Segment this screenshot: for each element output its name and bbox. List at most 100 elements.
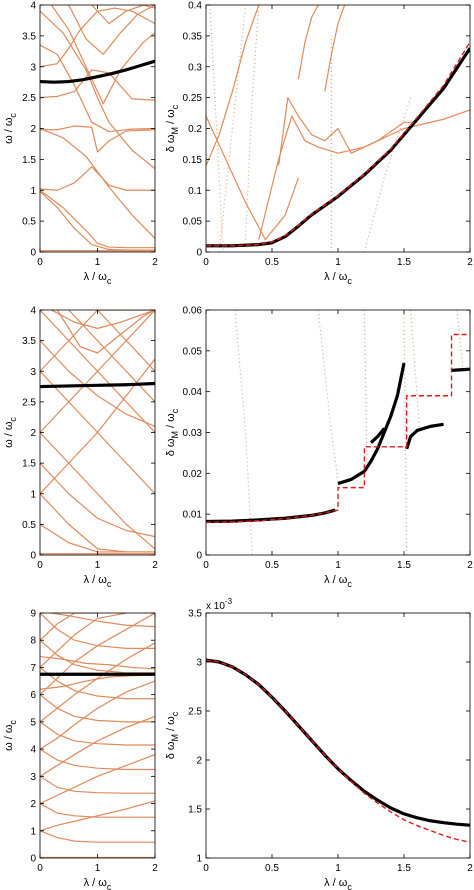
y-tick-label: 1 (30, 826, 36, 837)
y-axis-label-main: δ ω (165, 134, 177, 152)
tracked-line (40, 381, 155, 389)
y-axis-label-sub: c (170, 711, 180, 716)
y-axis-label-main: δ ω (165, 741, 177, 759)
band-line (40, 462, 155, 538)
band-line (40, 310, 155, 433)
chart-row2-right: 0 0.5 1 1.5 200.010.020.030.040.050.06λ / ωc… (165, 306, 473, 590)
axis-multiplier: x 10-3 (206, 597, 233, 612)
plot-area (40, 613, 155, 858)
band-line (40, 721, 155, 746)
band-line (40, 694, 155, 723)
x-tick-label: 0.5 (265, 257, 279, 268)
x-axis-label-sub: c (347, 276, 352, 286)
x-tick-label: 1.5 (397, 863, 411, 874)
band-line (40, 613, 155, 696)
y-axis-label-mid: M (170, 127, 180, 135)
band-line (40, 10, 155, 170)
y-tick-label: 3.5 (188, 609, 202, 620)
y-tick-label: 2.5 (22, 397, 36, 408)
fit-line (206, 333, 470, 524)
y-tick-label: 2.5 (188, 707, 202, 718)
x-tick-label: 0 (37, 257, 43, 268)
dotted-trace (456, 310, 464, 372)
y-tick-label: 4 (30, 1, 36, 12)
x-axis-label: λ / ωc (84, 271, 112, 286)
axis-multiplier-exp: -3 (225, 597, 233, 606)
y-tick-label: 2 (30, 799, 36, 810)
band-line (40, 523, 155, 553)
plot-area (206, 5, 470, 252)
y-axis-label-main: ω / ω (3, 117, 15, 144)
x-tick-label: 2 (467, 257, 473, 268)
band-line (40, 370, 155, 495)
x-axis-label-sub: c (347, 579, 352, 589)
x-axis-label-sub: c (107, 579, 112, 589)
band-line (56, 310, 155, 354)
y-tick-label: 3 (196, 658, 202, 669)
y-tick-label: 0 (30, 854, 36, 865)
band-line (40, 69, 155, 101)
y-tick-label: 1 (196, 854, 202, 865)
plot-area (40, 5, 155, 252)
y-tick-label: 8 (30, 636, 36, 647)
y-tick-label: 0 (30, 551, 36, 562)
tracked-line (369, 427, 386, 444)
x-tick-label: 0 (203, 257, 209, 268)
y-axis-label: ω / ωc (3, 720, 18, 751)
y-tick-label: 4 (30, 745, 36, 756)
band-line (40, 613, 155, 649)
dotted-trace (410, 310, 421, 433)
y-axis-label-rest: / ω (165, 716, 177, 734)
x-axis-label: λ / ωc (324, 574, 352, 589)
y-tick-label: 0.5 (22, 520, 36, 531)
tracked-line (206, 658, 470, 827)
y-axis-label-rest: / ω (165, 109, 177, 127)
band-line (40, 189, 155, 249)
y-axis-label-sub: c (8, 417, 18, 422)
band-line (40, 613, 127, 668)
tracked-line (451, 367, 470, 373)
y-tick-label: 2 (196, 756, 202, 767)
y-tick-label: 0.06 (183, 306, 203, 317)
chart-row1-left: 0 1 200.511.522.533.54λ / ωcω / ωc (3, 1, 158, 287)
y-axis-label-rest: / ω (165, 413, 177, 431)
y-axis-label: ω / ωc (3, 417, 18, 448)
tracked-line (405, 422, 444, 450)
x-axis-label: λ / ωc (324, 877, 352, 890)
band-line (40, 800, 155, 832)
band-line (40, 642, 155, 723)
tracked-line (337, 362, 406, 486)
band-line (51, 5, 155, 105)
band-line (40, 432, 155, 550)
dotted-trace (245, 5, 260, 240)
band-line (297, 5, 319, 80)
y-axis-label-sub: c (8, 113, 18, 118)
y-tick-label: 0.03 (183, 428, 203, 439)
band-line (40, 310, 155, 372)
axis-multiplier-base: x 10 (206, 601, 225, 612)
band-line (40, 748, 155, 771)
y-axis-label: δ ωM / ωc (165, 711, 180, 759)
x-axis-label-sub: c (107, 276, 112, 286)
y-axis-label: δ ωM / ωc (165, 408, 180, 456)
x-tick-label: 0 (203, 560, 209, 571)
y-tick-label: 0.1 (188, 186, 202, 197)
x-axis-label-main: λ / ω (84, 877, 108, 889)
y-axis-label-main: ω / ω (3, 421, 15, 448)
y-tick-label: 3 (30, 772, 36, 783)
chart-row1-right: 0 0.5 1 1.5 2 0 0.05 0.1 0.15 0.2 0.25 0.3 0.35 0.4 λ … (165, 1, 473, 287)
band-line (40, 191, 155, 251)
y-tick-label: 6 (30, 690, 36, 701)
y-tick-label: 0.15 (183, 155, 203, 166)
x-axis-label-main: λ / ω (324, 574, 348, 586)
band-line (40, 753, 155, 805)
band-line (206, 5, 260, 166)
dotted-trace (403, 310, 408, 555)
x-axis-label-main: λ / ω (84, 271, 108, 283)
band-line (324, 5, 346, 92)
band-line (91, 5, 155, 25)
plot-frame (39, 612, 156, 859)
band-line (40, 166, 155, 191)
y-tick-label: 1.5 (22, 155, 36, 166)
